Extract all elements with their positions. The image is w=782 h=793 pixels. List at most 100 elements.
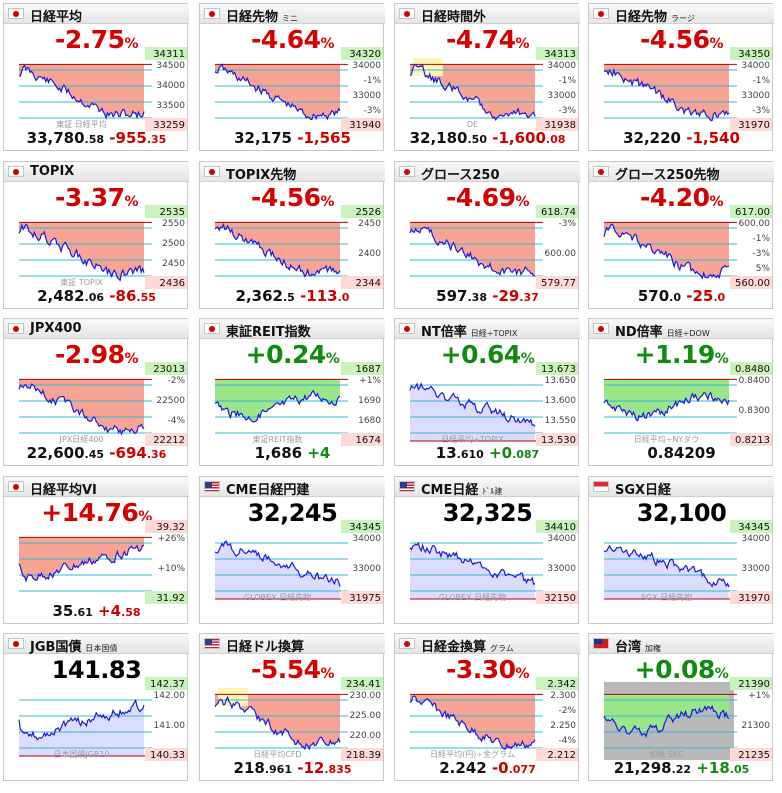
intraday-chart[interactable]: 34000 33000 34345 31970 SGX 日経先物 <box>589 477 774 625</box>
tile-title[interactable]: JGB国債 日本国債 <box>30 636 117 655</box>
price-integer: 35 <box>52 602 74 620</box>
tile-title[interactable]: SGX日経 <box>615 479 671 498</box>
tile-header[interactable]: 日経平均VI <box>4 477 189 498</box>
intraday-chart[interactable]: 0.8400 0.8300 0.8480 0.8213 日経平均÷NYダウ <box>589 319 774 467</box>
tile-title[interactable]: 日経ドル換算 <box>226 636 304 655</box>
tile-topix[interactable]: TOPIX -3.37% 2550 2500 2450 2535 2436 東証 TOPIX 2… <box>3 161 189 310</box>
tile-header[interactable]: TOPIX <box>4 162 189 182</box>
tile-header[interactable]: 日経金換算 グラム <box>395 634 580 655</box>
tile-jpx-400[interactable]: JPX400 -2.98% -2% 22500 -4% 23013 22212 JPX日経40… <box>3 318 189 467</box>
tile-title-text: ND倍率 <box>615 325 663 340</box>
change-unit: % <box>124 351 139 367</box>
price-change-integer: -1,565 <box>297 129 351 147</box>
tile-topix-futures[interactable]: TOPIX先物 -4.56% 2450 2400 2526 2344 2,362.5 -11… <box>199 161 385 310</box>
price-integer: 33,780 <box>26 129 85 147</box>
tile-header[interactable]: 台湾 加権 <box>589 634 774 655</box>
tile-title[interactable]: CME日経 ﾄﾞﾙ建 <box>421 479 502 498</box>
tile-nikkei-dollar-conv[interactable]: 日経ドル換算 -5.54% 230.00 225.00 220.00 234.41 218.… <box>199 633 385 782</box>
price-change-integer: -113 <box>300 287 338 305</box>
tile-subtitle: ラージ <box>671 14 695 23</box>
intraday-chart[interactable]: 600.00 -1% -3% 5% 617.00 560.00 <box>589 162 774 310</box>
tile-nikkei-after-hours[interactable]: 日経時間外 -4.74% 34000 -1% 33000 -3% 34313 31938 DE 3… <box>394 3 580 152</box>
intraday-chart[interactable]: -2% 22500 -4% 23013 22212 JPX日経400 <box>4 319 189 467</box>
tile-taiwan[interactable]: 台湾 加権 +0.08% +1% 21300 21390 21235 加権 SEC 21,298… <box>588 633 774 782</box>
intraday-chart[interactable]: +26% +10% 39.32 31.92 <box>4 477 189 625</box>
tile-header[interactable]: 日経ドル換算 <box>200 634 385 655</box>
change-value: -2.75 <box>54 25 125 54</box>
tile-title[interactable]: JPX400 <box>30 321 82 336</box>
tile-title[interactable]: 日経平均VI <box>30 479 97 498</box>
tile-title[interactable]: グロース250先物 <box>615 164 720 183</box>
intraday-chart[interactable]: 142.00 141.00 142.37 140.33 日本国債JGB10 <box>4 634 189 782</box>
tile-header[interactable]: 日経先物 ラージ <box>589 4 774 25</box>
tile-nd-ratio[interactable]: ND倍率 日経÷DOW +1.19% 0.8400 0.8300 0.8480 0.8213… <box>588 318 774 467</box>
tile-title[interactable]: NT倍率 日経÷TOPIX <box>421 321 517 340</box>
change-value: -4.74 <box>445 25 516 54</box>
tile-header[interactable]: JGB国債 日本国債 <box>4 634 189 655</box>
intraday-chart[interactable]: 34000 33000 34410 32150 GLOBEX 日経先物 <box>395 477 580 625</box>
tile-header[interactable]: CME日経 ﾄﾞﾙ建 <box>395 477 580 498</box>
scale-tick-label: -1% <box>558 76 576 86</box>
tile-header[interactable]: 日経平均 <box>4 4 189 25</box>
tile-header[interactable]: TOPIX先物 <box>200 162 385 183</box>
intraday-chart[interactable]: 34000 -1% 33000 -3% 34350 31970 <box>589 4 774 152</box>
intraday-chart[interactable]: 34000 33000 34345 31975 GLOBEX 日経先物 <box>200 477 385 625</box>
tile-title[interactable]: 日経金換算 グラム <box>421 636 514 655</box>
level-badge: 22212 <box>153 435 185 446</box>
tile-nikkei-futures-large[interactable]: 日経先物 ラージ -4.56% 34000 -1% 33000 -3% 34350 31970 3… <box>588 3 774 152</box>
level-badge: 34345 <box>738 522 770 533</box>
intraday-chart[interactable]: +1% 1690 1680 1687 1674 東証REIT指数 <box>200 319 385 467</box>
tile-header[interactable]: SGX日経 <box>589 477 774 498</box>
tile-change: -4.56% <box>200 183 385 217</box>
tile-growth-250[interactable]: グロース250 -4.69% -3% 600.00 618.74 579.77 597.38… <box>394 161 580 310</box>
tile-header[interactable]: グロース250先物 <box>589 162 774 183</box>
level-badge-bg <box>536 118 578 131</box>
tile-nikkei-futures-mini[interactable]: 日経先物 ミニ -4.64% 34000 -1% 33000 -3% 34320 31940 32… <box>199 3 385 152</box>
tile-header[interactable]: 日経時間外 <box>395 4 580 25</box>
tile-title[interactable]: 東証REIT指数 <box>226 321 311 340</box>
tile-sgx-nikkei[interactable]: SGX日経 32,100 34000 33000 34345 31970 SGX 日経先物 <box>588 476 774 625</box>
tile-title[interactable]: 日経先物 ミニ <box>226 6 298 25</box>
tile-title[interactable]: CME日経円建 <box>226 479 309 498</box>
intraday-chart[interactable]: 2550 2500 2450 2535 2436 東証 TOPIX <box>4 162 189 310</box>
tile-header[interactable]: 東証REIT指数 <box>200 319 385 340</box>
intraday-chart[interactable]: +1% 21300 21390 21235 加権 SEC <box>589 634 774 782</box>
intraday-chart[interactable]: -3% 600.00 618.74 579.77 <box>395 162 580 310</box>
tile-title[interactable]: TOPIX <box>30 164 74 179</box>
tile-header[interactable]: ND倍率 日経÷DOW <box>589 319 774 340</box>
intraday-chart[interactable]: 34000 -1% 33000 -3% 34320 31940 <box>200 4 385 152</box>
intraday-chart[interactable]: 2.300 -2% 2.250 -4% 2.342 2.212 日経平均(円)÷金グラム <box>395 634 580 782</box>
tile-header[interactable]: 日経先物 ミニ <box>200 4 385 25</box>
tile-cme-nikkei-dollar[interactable]: CME日経 ﾄﾞﾙ建 32,325 34000 33000 34410 32150 GLOBE… <box>394 476 580 625</box>
tile-header[interactable]: グロース250 <box>395 162 580 183</box>
tile-title[interactable]: 日経平均 <box>30 6 82 25</box>
tile-nikkei-225[interactable]: 日経平均 -2.75% 34500 34000 33500 34311 33259 東証 日経… <box>3 3 189 152</box>
tile-tse-reit[interactable]: 東証REIT指数 +0.24% +1% 1690 1680 1687 1674 東証REIT指… <box>199 318 385 467</box>
tile-title[interactable]: ND倍率 日経÷DOW <box>615 321 710 340</box>
tile-growth-250-futures[interactable]: グロース250先物 -4.20% 600.00 -1% -3% 5% 617.00 560.0… <box>588 161 774 310</box>
change-unit: % <box>320 666 335 682</box>
scale-tick-label: 2450 <box>358 219 381 229</box>
tile-header[interactable]: NT倍率 日経÷TOPIX <box>395 319 580 340</box>
price-integer: 218 <box>233 759 265 777</box>
tile-title[interactable]: 日経時間外 <box>421 6 486 25</box>
intraday-chart[interactable]: 230.00 225.00 220.00 234.41 218.39 日経平均CFD <box>200 634 385 782</box>
change-value: -4.20 <box>639 183 710 212</box>
tile-title[interactable]: 日経先物 ラージ <box>615 6 695 25</box>
intraday-chart[interactable]: 34000 -1% 33000 -3% 34313 31938 DE <box>395 4 580 152</box>
tile-nikkei-vi[interactable]: 日経平均VI +14.76% +26% +10% 39.32 31.92 35.61 +4.… <box>3 476 189 625</box>
tile-header[interactable]: JPX400 <box>4 319 189 339</box>
tile-cme-nikkei-yen[interactable]: CME日経円建 32,245 34000 33000 34345 31975 GLOBEX … <box>199 476 385 625</box>
tile-header[interactable]: CME日経円建 <box>200 477 385 498</box>
chart-area <box>215 64 340 120</box>
intraday-chart[interactable]: 13.650 13.600 13.550 13.673 13.530 日経平均÷TOPIX <box>395 319 580 467</box>
tile-title[interactable]: 台湾 加権 <box>615 636 661 655</box>
tile-jgb-futures[interactable]: JGB国債 日本国債 141.83 142.00 141.00 142.37 140.33 日… <box>3 633 189 782</box>
intraday-chart[interactable]: 2450 2400 2526 2344 <box>200 162 385 310</box>
tile-footer: 32,220 -1,540 <box>589 129 774 147</box>
tile-nikkei-gold-conv[interactable]: 日経金換算 グラム -3.30% 2.300 -2% 2.250 -4% 2.342 2.212… <box>394 633 580 782</box>
tile-nt-ratio[interactable]: NT倍率 日経÷TOPIX +0.64% 13.650 13.600 13.550 13.6… <box>394 318 580 467</box>
tile-title[interactable]: グロース250 <box>421 164 500 183</box>
tile-title[interactable]: TOPIX先物 <box>226 164 296 183</box>
intraday-chart[interactable]: 34500 34000 33500 34311 33259 東証 日経平均 <box>4 4 189 152</box>
